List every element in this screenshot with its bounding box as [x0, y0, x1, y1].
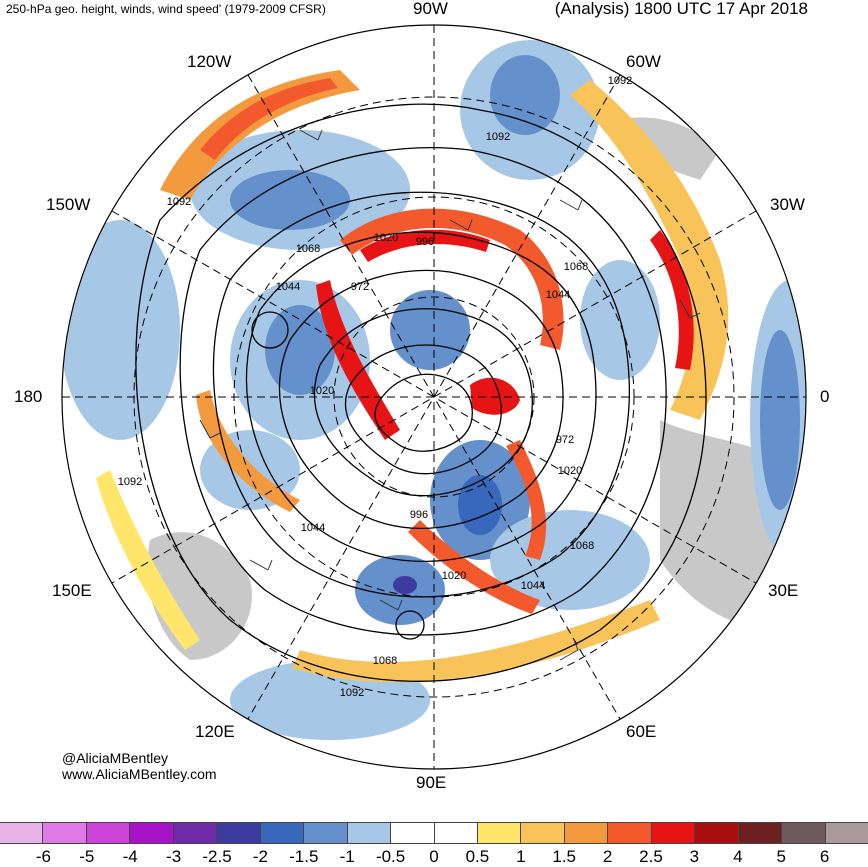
- colorbar-swatch: [782, 823, 826, 843]
- colorbar-swatch: [391, 823, 435, 843]
- colorbar-tick-label: 6: [819, 847, 830, 866]
- colorbar-tick-label: 0: [429, 847, 439, 866]
- colorbar-tick-label: -5: [79, 847, 95, 866]
- colorbar-swatch: [260, 823, 305, 843]
- colorbar-tick-label: -1.5: [289, 847, 319, 866]
- colorbar-tick-label: 0.5: [465, 847, 490, 866]
- contour-label: 996: [410, 509, 428, 521]
- contour-label: 1092: [340, 687, 364, 699]
- colorbar-swatch: [651, 823, 696, 843]
- colorbar-tick-label: -2: [252, 847, 268, 866]
- contour-label: 972: [351, 281, 369, 293]
- contour-labels: 1092 1092 1092 1092 1092 1068 1068 1068 …: [118, 75, 632, 699]
- colorbar-swatch: [43, 823, 87, 843]
- colorbar-swatch: [86, 823, 131, 843]
- polar-stereographic-map: 1092 1092 1092 1092 1092 1068 1068 1068 …: [61, 24, 807, 770]
- colorbar-swatch: [304, 823, 348, 843]
- colorbar-swatch: [477, 823, 522, 843]
- colorbar-swatch: [521, 823, 565, 843]
- wind-speed-anomaly-colorbar: [0, 822, 868, 844]
- colorbar-tick-label: 1.5: [552, 847, 577, 866]
- contour-label: 1020: [310, 385, 334, 397]
- colorbar-tick-label: 2.5: [639, 847, 663, 866]
- geopotential-height-contours: [135, 103, 707, 682]
- colorbar-tick-label: -0.5: [375, 847, 406, 866]
- colorbar-tick-label: -1: [339, 847, 355, 866]
- colorbar-swatch: [608, 823, 652, 843]
- colorbar-swatch: [695, 823, 739, 843]
- colorbar-tick-label: -3: [166, 847, 182, 866]
- colorbar-swatch: [738, 823, 783, 843]
- contour-label: 1092: [608, 75, 632, 87]
- colorbar-tick-label: 2: [602, 847, 613, 866]
- contour-label: 1044: [276, 281, 300, 293]
- map-title: 250-hPa geo. height, winds, wind speed' …: [6, 2, 326, 16]
- lon-label-60e: 60E: [626, 722, 657, 741]
- lon-label-60w: 60W: [626, 52, 661, 71]
- lon-label-90e: 90E: [416, 773, 447, 792]
- colorbar-tick-label: 5: [776, 847, 786, 866]
- lon-label-150w: 150W: [46, 195, 91, 214]
- colorbar-tick-label: -2.5: [202, 847, 232, 866]
- contour-label: 1044: [546, 289, 570, 301]
- contour-label: 1092: [167, 196, 191, 208]
- contour-label: 1020: [442, 570, 466, 582]
- lon-label-150e: 150E: [52, 581, 92, 600]
- colorbar-tick-label: 3: [689, 847, 700, 866]
- lon-label-90w: 90W: [413, 0, 448, 18]
- contour-label: 972: [556, 434, 574, 446]
- lat-lon-grid: [62, 25, 806, 769]
- colorbar-swatch: [173, 823, 218, 843]
- colorbar-swatch: [130, 823, 174, 843]
- colorbar-swatch: [0, 823, 44, 843]
- contour-label: 1068: [564, 261, 588, 273]
- contour-label: 1020: [374, 232, 398, 244]
- colorbar-tick-label: 4: [733, 847, 743, 866]
- contour-label: 1020: [558, 465, 582, 477]
- colorbar-tick-label: -4: [122, 847, 138, 866]
- colorbar-tick-label: 1: [516, 847, 526, 866]
- contour-label: 996: [416, 236, 434, 248]
- credit-twitter: @AliciaMBentley: [62, 750, 169, 766]
- colorbar-tick-label: -6: [35, 847, 51, 866]
- lon-label-120w: 120W: [187, 52, 232, 71]
- lon-label-30w: 30W: [770, 195, 805, 214]
- contour-label: 1068: [373, 655, 397, 667]
- contour-label: 1068: [570, 540, 594, 552]
- lon-label-30e: 30E: [768, 581, 799, 600]
- credit-website: www.AliciaMBentley.com: [62, 766, 217, 782]
- contour-label: 1044: [521, 580, 545, 592]
- contour-label: 1092: [486, 131, 510, 143]
- contour-label: 1068: [296, 243, 320, 255]
- wind-barbs: [199, 129, 701, 661]
- lon-label-0: 0: [820, 387, 830, 406]
- colorbar-swatch: [825, 823, 868, 843]
- map-boundary: [61, 24, 807, 770]
- contour-label: 1092: [118, 476, 142, 488]
- lon-label-180: 180: [14, 387, 43, 406]
- colorbar-swatch: [434, 823, 478, 843]
- contour-label: 1044: [301, 522, 325, 534]
- colorbar-swatch: [347, 823, 392, 843]
- analysis-time-title: (Analysis) 1800 UTC 17 Apr 2018: [554, 0, 808, 18]
- lon-label-120e: 120E: [195, 722, 235, 741]
- colorbar-swatch: [564, 823, 609, 843]
- colorbar-swatch: [217, 823, 261, 843]
